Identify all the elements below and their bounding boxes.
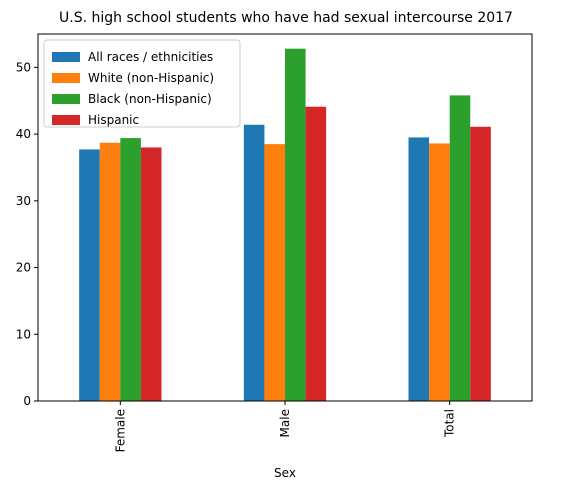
y-axis: 0 10 20 30 40 50 (16, 60, 38, 408)
bar-female-white-non-hispanic (99, 142, 121, 402)
x-tick-label-total: Total (443, 409, 457, 438)
legend-swatch-hispanic (52, 115, 80, 125)
plot-frame (37, 33, 533, 402)
bar-male-all-races-ethnicities (243, 124, 265, 402)
legend-frame (43, 39, 241, 128)
chart-title: U.S. high school students who have had s… (59, 10, 513, 26)
bar-male-hispanic (305, 106, 327, 401)
y-tick-label: 50 (16, 60, 31, 74)
bar-total-black-non-hispanic (449, 95, 471, 401)
bar-male-black-non-hispanic (285, 48, 306, 402)
y-tick-label: 0 (23, 394, 31, 408)
legend: All races / ethnicities White (non-Hispan… (43, 39, 241, 128)
legend-label-all-races-ethnicities: All races / ethnicities (88, 50, 213, 64)
legend-label-hispanic: Hispanic (88, 113, 139, 127)
bar-total-hispanic (470, 126, 491, 401)
bar-total-white-non-hispanic (429, 143, 450, 401)
legend-label-white-non-hispanic: White (non-Hispanic) (88, 71, 214, 85)
legend-swatch-all-races-ethnicities (52, 52, 80, 62)
x-axis: Female Male Total (113, 401, 457, 452)
bar-female-all-races-ethnicities (79, 149, 100, 401)
x-tick-label-female: Female (113, 409, 127, 452)
y-tick-label: 20 (16, 261, 31, 275)
bar-male-white-non-hispanic (264, 144, 285, 401)
legend-swatch-white-non-hispanic (52, 73, 80, 83)
y-tick-label: 10 (16, 327, 31, 341)
y-tick-label: 40 (16, 127, 31, 141)
bar-total-all-races-ethnicities (408, 137, 430, 401)
x-tick-label-male: Male (278, 409, 292, 437)
bars-group (79, 48, 491, 402)
y-tick-label: 30 (16, 194, 31, 208)
legend-swatch-black-non-hispanic (52, 94, 80, 104)
x-axis-title: Sex (274, 466, 296, 480)
bar-female-black-non-hispanic (120, 138, 141, 401)
legend-label-black-non-hispanic: Black (non-Hispanic) (88, 92, 212, 106)
bar-female-hispanic (140, 147, 162, 401)
